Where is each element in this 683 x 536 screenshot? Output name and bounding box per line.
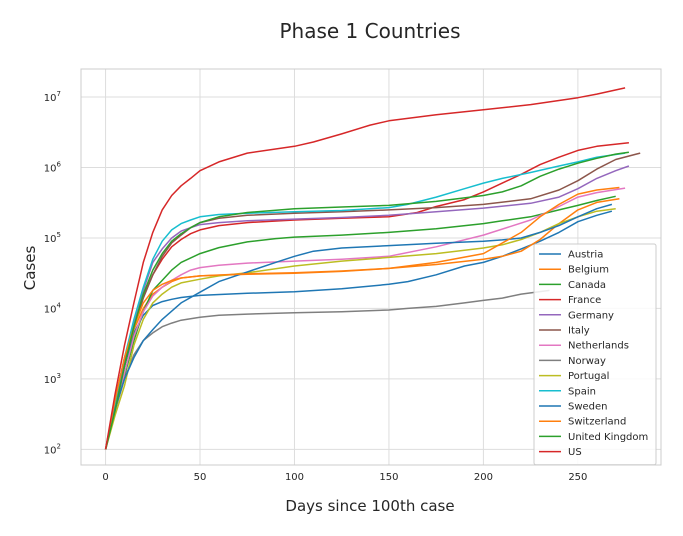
- y-tick-base: 10: [44, 304, 57, 315]
- legend: Austria Belgium Canada France Germany Italy Ne…: [533, 243, 657, 466]
- y-tick-base: 10: [44, 234, 57, 245]
- series-line-austria: [104, 210, 613, 450]
- x-tick-label: 250: [568, 472, 587, 483]
- legend-label: Sweden: [568, 402, 608, 413]
- legend-label: United Kingdom: [568, 432, 648, 443]
- series-line-sweden: [104, 203, 613, 450]
- x-tick-label: 0: [102, 472, 108, 483]
- plot-frame: [80, 68, 662, 466]
- legend-label: Norway: [568, 356, 606, 367]
- series-line-netherlands: [104, 187, 626, 450]
- legend-label: Portugal: [568, 371, 609, 382]
- y-tick-exponent: 2: [57, 442, 61, 450]
- y-tick-base: 10: [44, 164, 57, 175]
- chart-title: Phase 1 Countries: [279, 19, 460, 43]
- series-line-germany: [104, 165, 630, 450]
- y-tick-label: 102: [44, 442, 61, 456]
- y-tick-base: 10: [44, 93, 57, 104]
- x-axis-label: Days since 100th case: [285, 497, 454, 515]
- y-tick-label: 103: [44, 372, 61, 386]
- y-tick-exponent: 3: [57, 372, 61, 380]
- legend-label: France: [568, 295, 601, 306]
- y-tick-base: 10: [44, 375, 57, 386]
- series-line-spain: [104, 152, 626, 450]
- series-line-united-kingdom: [104, 151, 630, 450]
- legend-label: Germany: [568, 310, 614, 321]
- x-axis-ticks: 0 50 100 150 200 250: [102, 472, 587, 483]
- y-tick-label: 105: [44, 231, 61, 245]
- x-tick-label: 100: [285, 472, 304, 483]
- legend-label: Italy: [568, 326, 590, 337]
- series-line-switzerland: [104, 186, 620, 450]
- y-tick-base: 10: [44, 445, 57, 456]
- y-tick-label: 107: [44, 90, 61, 104]
- series-line-us: [104, 87, 626, 450]
- legend-label: Switzerland: [568, 417, 626, 428]
- y-axis-label: Cases: [21, 246, 39, 291]
- legend-box: [533, 243, 657, 466]
- legend-label: Netherlands: [568, 341, 629, 352]
- legend-label: US: [568, 447, 582, 458]
- y-tick-exponent: 4: [57, 301, 62, 309]
- y-tick-exponent: 7: [57, 90, 61, 98]
- y-tick-label: 104: [44, 301, 62, 315]
- legend-label: Austria: [568, 250, 603, 261]
- x-tick-label: 150: [379, 472, 398, 483]
- y-tick-exponent: 6: [57, 161, 62, 169]
- legend-label: Belgium: [568, 265, 609, 276]
- series-lines: [104, 87, 641, 450]
- legend-label: Canada: [568, 280, 606, 291]
- y-tick-label: 106: [44, 161, 62, 175]
- x-tick-label: 50: [194, 472, 207, 483]
- y-tick-exponent: 5: [57, 231, 61, 239]
- series-line-italy: [104, 152, 641, 450]
- legend-label: Spain: [568, 386, 596, 397]
- x-tick-label: 200: [474, 472, 493, 483]
